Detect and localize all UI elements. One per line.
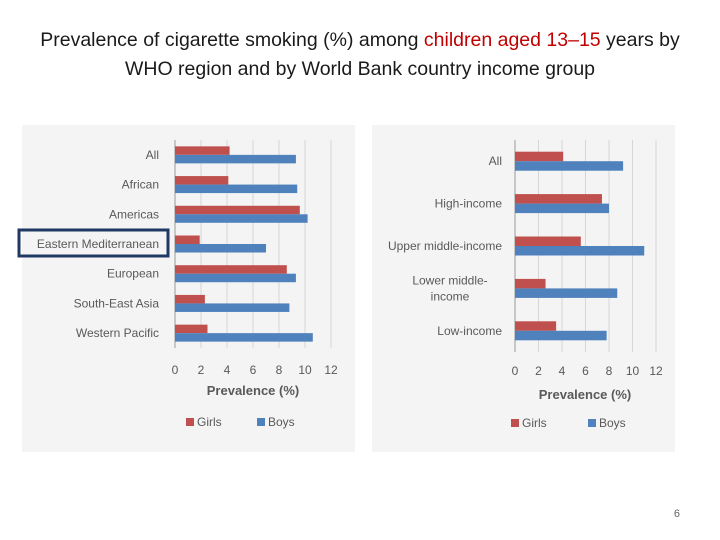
income-x-tick-12: 12: [649, 364, 663, 378]
income-bar-girls-all: [515, 151, 564, 162]
region-category-label-americas: Americas: [109, 207, 159, 221]
region-x-tick-4: 4: [224, 363, 231, 377]
region-legend-label-girls: Girls: [197, 415, 222, 429]
region-legend-swatch-girls: [186, 418, 194, 426]
title-text-end: years by WHO region and by World Bank co…: [124, 29, 680, 80]
title-text-start: Prevalence of cigarette smoking (%) amon…: [40, 29, 424, 51]
income-x-tick-4: 4: [559, 364, 566, 378]
income-bar-boys-low-income: [515, 330, 607, 341]
income-category-label-upper-middle-income: Upper middle-income: [388, 239, 502, 253]
region-category-label-all: All: [146, 148, 159, 162]
region-bar-girls-all: [175, 146, 230, 155]
slide-title: Prevalence of cigarette smoking (%) amon…: [20, 26, 700, 84]
income-x-axis-label: Prevalence (%): [539, 387, 632, 402]
income-legend-label-boys: Boys: [599, 416, 626, 430]
income-legend-swatch-boys: [588, 419, 596, 427]
region-bar-girls-south-east-asia: [175, 294, 205, 304]
region-x-tick-0: 0: [172, 363, 179, 377]
region-category-label-western-pacific: Western Pacific: [76, 326, 159, 340]
income-x-tick-8: 8: [606, 364, 613, 378]
region-category-label-south-east-asia: South-East Asia: [74, 296, 160, 310]
income-category-label-high-income: High-income: [435, 197, 503, 211]
region-bar-girls-americas: [175, 205, 300, 215]
region-bar-boys-americas: [175, 214, 308, 223]
income-bar-boys-high-income: [515, 203, 609, 214]
region-x-tick-6: 6: [250, 363, 257, 377]
income-category-label-all: All: [489, 154, 502, 168]
region-bar-girls-european: [175, 265, 287, 274]
income-bar-boys-lower-middle-income: [515, 288, 618, 298]
income-category-label-lower-middle-income: Lower middle-income: [412, 273, 487, 303]
income-legend-label-girls: Girls: [522, 416, 547, 430]
region-highlight-box-eastern-mediterranean: [17, 228, 170, 258]
income-bar-boys-upper-middle-income: [515, 246, 645, 256]
region-category-label-african: African: [122, 178, 159, 192]
region-legend-swatch-boys: [257, 418, 265, 426]
income-x-tick-6: 6: [582, 364, 589, 378]
region-category-label-european: European: [107, 267, 159, 281]
income-bar-girls-low-income: [515, 321, 557, 331]
region-legend-label-boys: Boys: [268, 415, 295, 429]
region-x-tick-8: 8: [276, 363, 283, 377]
region-bar-boys-african: [175, 184, 298, 194]
income-x-tick-10: 10: [626, 364, 640, 378]
region-x-tick-12: 12: [324, 363, 338, 377]
region-bar-girls-african: [175, 176, 229, 185]
income-category-label-low-income: Low-income: [437, 324, 502, 338]
income-bar-girls-upper-middle-income: [515, 236, 581, 246]
title-highlight: children aged 13–15: [423, 29, 601, 51]
income-bar-boys-all: [515, 161, 624, 171]
region-x-tick-2: 2: [198, 363, 205, 377]
region-bar-boys-european: [175, 273, 296, 283]
income-bar-girls-lower-middle-income: [515, 278, 546, 289]
region-x-axis-label: Prevalence (%): [207, 383, 300, 398]
income-bar-girls-high-income: [515, 194, 602, 204]
region-x-tick-10: 10: [298, 363, 312, 377]
region-bar-boys-eastern-mediterranean: [175, 244, 266, 253]
region-bar-girls-eastern-mediterranean: [175, 235, 200, 244]
income-legend-swatch-girls: [511, 419, 519, 427]
region-bar-girls-western-pacific: [175, 324, 208, 334]
region-bar-boys-western-pacific: [175, 333, 313, 342]
income-x-tick-0: 0: [512, 364, 519, 378]
region-bar-boys-south-east-asia: [175, 303, 290, 312]
income-x-tick-2: 2: [535, 364, 542, 378]
region-bar-boys-all: [175, 154, 296, 164]
region-category-label-eastern-mediterranean: Eastern Mediterranean: [37, 237, 159, 251]
page-number: 6: [673, 508, 680, 520]
